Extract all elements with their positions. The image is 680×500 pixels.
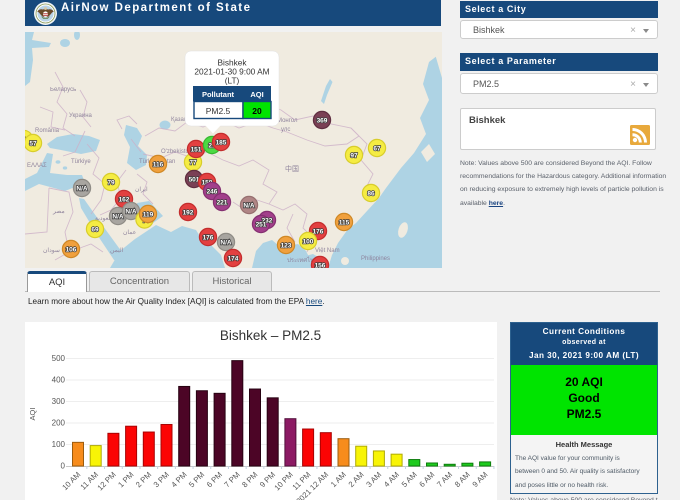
svg-text:119: 119 [143, 211, 154, 218]
svg-text:369: 369 [317, 117, 328, 124]
svg-text:Bishkek: Bishkek [217, 58, 247, 68]
svg-text:192: 192 [183, 209, 194, 216]
svg-text:251: 251 [256, 221, 267, 228]
svg-text:السعودية: السعودية [95, 215, 118, 222]
svg-text:69: 69 [91, 226, 99, 233]
svg-text:151: 151 [191, 146, 202, 153]
svg-text:улс: улс [281, 127, 290, 133]
svg-text:عمان: عمان [123, 229, 136, 236]
svg-text:100: 100 [52, 440, 66, 449]
svg-text:79: 79 [107, 179, 115, 186]
svg-text:221: 221 [217, 199, 228, 206]
svg-text:Украина: Украина [69, 113, 93, 119]
svg-text:20: 20 [252, 106, 262, 116]
svg-text:176: 176 [203, 234, 214, 241]
svg-text:185: 185 [216, 139, 227, 146]
svg-text:2021-01-30 9:00 AM: 2021-01-30 9:00 AM [194, 67, 269, 77]
svg-text:اليمن: اليمن [110, 247, 124, 254]
svg-text:232: 232 [262, 217, 273, 224]
svg-text:115: 115 [339, 219, 350, 226]
svg-text:86: 86 [367, 190, 375, 197]
svg-text:ΕΛΛΑΣ: ΕΛΛΑΣ [27, 163, 47, 169]
svg-text:97: 97 [350, 152, 358, 159]
svg-text:ประเทศไทย: ประเทศไทย [287, 256, 318, 264]
svg-text:Việt Nam: Việt Nam [315, 248, 340, 254]
svg-text:中国: 中国 [285, 164, 299, 173]
svg-text:N/A: N/A [76, 185, 88, 192]
svg-text:400: 400 [52, 376, 66, 385]
svg-text:România: România [35, 128, 60, 134]
svg-text:106: 106 [66, 246, 77, 253]
svg-text:100: 100 [303, 238, 314, 245]
svg-text:200: 200 [52, 419, 66, 428]
svg-text:123: 123 [281, 242, 292, 249]
svg-text:57: 57 [29, 140, 37, 147]
svg-text:سودان: سودان [43, 247, 60, 254]
svg-text:77: 77 [189, 159, 197, 166]
svg-text:300: 300 [52, 397, 66, 406]
svg-text:AQI: AQI [28, 408, 37, 421]
svg-text:21: 21 [208, 142, 216, 149]
svg-text:116: 116 [153, 161, 164, 168]
svg-text:158: 158 [202, 179, 213, 186]
svg-text:Pollutant: Pollutant [202, 90, 235, 99]
svg-text:O'zbekiston: O'zbekiston [161, 149, 192, 155]
svg-text:501: 501 [189, 176, 200, 183]
svg-text:N/A: N/A [243, 202, 255, 209]
svg-text:246: 246 [207, 188, 218, 195]
svg-text:Беларусь: Беларусь [50, 87, 76, 93]
svg-text:مصر: مصر [52, 209, 65, 215]
svg-text:Philippines: Philippines [361, 256, 390, 262]
svg-text:Монгол: Монгол [277, 118, 298, 124]
svg-text:156: 156 [315, 262, 326, 268]
svg-text:Bishkek – PM2.5: Bishkek – PM2.5 [220, 328, 321, 343]
svg-text:67: 67 [373, 145, 381, 152]
svg-text:500: 500 [52, 354, 66, 363]
svg-text:PM2.5: PM2.5 [206, 106, 231, 116]
svg-text:N/A: N/A [220, 239, 232, 246]
svg-text:176: 176 [313, 228, 324, 235]
svg-text:Türkiye: Türkiye [71, 159, 91, 165]
svg-text:N/A: N/A [112, 213, 124, 220]
svg-text:0: 0 [61, 462, 66, 471]
svg-text:174: 174 [228, 255, 239, 262]
svg-text:162: 162 [119, 196, 130, 203]
svg-text:ايران: ايران [135, 186, 148, 193]
svg-text:AQI: AQI [250, 90, 263, 99]
svg-text:N/A: N/A [125, 208, 137, 215]
svg-text:(LT): (LT) [225, 76, 240, 86]
